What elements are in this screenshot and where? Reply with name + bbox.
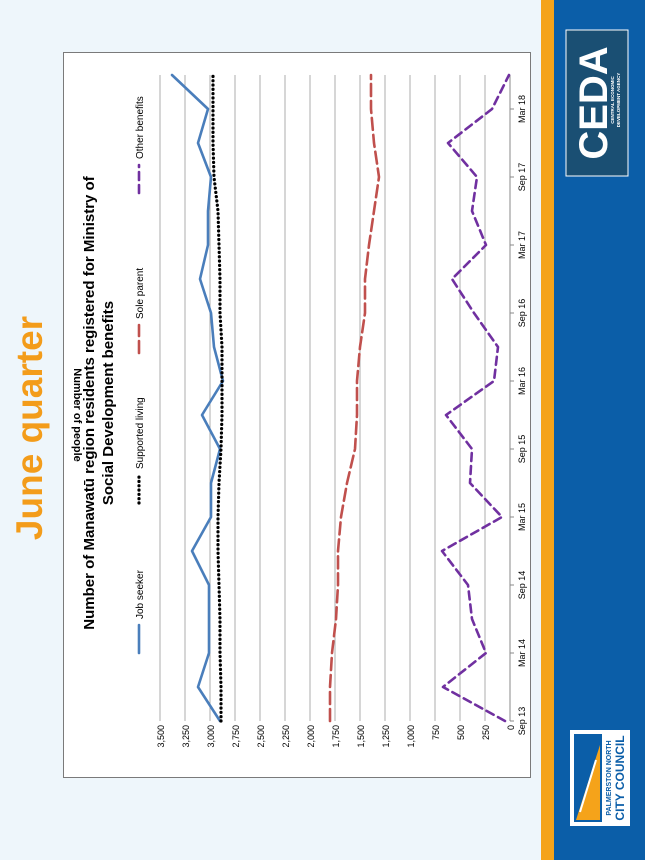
y-tick-label: 3,500 [156,725,166,748]
x-axis-ticks: Sep 13 Mar 14 Sep 14 Mar 15 Sep 15 Mar 16 Sep … [510,95,527,735]
x-tick-label: Sep 17 [517,163,527,192]
y-tick-label: 1,500 [356,725,366,748]
legend: Job seeker Supported living Sole parent Oth… [135,96,146,655]
x-tick-label: Sep 16 [517,299,527,328]
y-tick-label: 2,000 [306,725,316,748]
y-tick-label: 2,750 [231,725,241,748]
y-tick-label: 2,250 [281,725,291,748]
legend-label: Other benefits [135,96,146,159]
benefits-line-chart: 0 250 500 750 1,000 1,250 1,500 1,750 2,000 2,250… [71,73,527,748]
y-axis-label: Number of people [71,368,83,462]
y-tick-label: 1,250 [381,725,391,748]
x-tick-label: Mar 18 [517,95,527,123]
slide-heading: June quarter [9,316,50,540]
gridlines [159,75,511,721]
y-tick-label: 3,250 [181,725,191,748]
legend-label: Job seeker [135,569,146,619]
y-tick-label: 1,750 [331,725,341,748]
y-tick-label: 0 [506,725,516,730]
chart-title-line-2: Social Development benefits [100,301,117,505]
series-line-other-benefits [440,73,511,723]
series-line-supported-living [211,73,224,723]
series-lines [170,73,511,723]
legend-label: Sole parent [135,268,146,319]
series-line-job-seeker [170,73,225,723]
y-tick-label: 3,000 [206,725,216,748]
x-tick-label: Mar 15 [517,503,527,531]
x-tick-label: Mar 17 [517,231,527,259]
x-tick-label: Mar 16 [517,367,527,395]
orange-side-band [541,0,554,860]
y-tick-label: 250 [481,725,491,740]
chart-panel: 0 250 500 750 1,000 1,250 1,500 1,750 2,000 2,250… [63,52,531,778]
y-tick-label: 500 [456,725,466,740]
y-tick-label: 750 [431,725,441,740]
chart-title-line-1: Number of Manawatū region residents regi… [81,175,98,629]
x-tick-label: Sep 13 [517,707,527,736]
y-axis-ticks: 0 250 500 750 1,000 1,250 1,500 1,750 2,000 2,250… [156,725,516,748]
legend-label: Supported living [135,397,146,469]
y-tick-label: 2,500 [256,725,266,748]
series-line-sole-parent [328,73,381,723]
x-tick-label: Sep 14 [517,571,527,600]
x-tick-label: Sep 15 [517,435,527,464]
y-tick-label: 1,000 [406,725,416,748]
x-tick-label: Mar 14 [517,639,527,667]
blue-side-band [554,0,645,860]
